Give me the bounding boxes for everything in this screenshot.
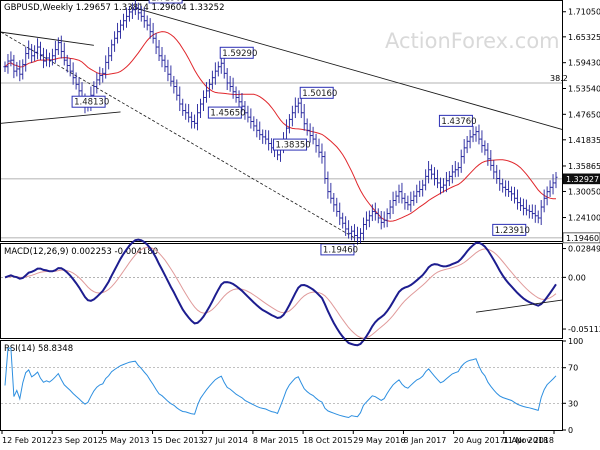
- price-annotation-box: [273, 138, 308, 151]
- price-tick-label: 1.30050: [568, 187, 600, 196]
- price-tag-box: [562, 232, 600, 244]
- x-tick-label: 20 Aug 2017: [454, 436, 505, 445]
- price-tick-label: 1.35865: [568, 162, 600, 171]
- rsi-line: [4, 347, 557, 419]
- macd-main-line: [4, 238, 557, 347]
- x-axis: 12 Feb 2012 23 Sep 2012 5 May 2013 15 Dec 2…: [1, 430, 555, 445]
- x-tick-label: 15 Dec 2013: [153, 436, 204, 445]
- price-tick-label: 1.71050: [568, 8, 600, 17]
- price-tick-label: 1.41835: [568, 136, 600, 145]
- x-tick-label: 29 May 2016: [353, 436, 405, 445]
- price-tick-label: 1.59430: [568, 59, 600, 68]
- price-tag-label: 1.32927: [566, 175, 599, 184]
- x-tick-label: 18 Oct 2015: [303, 436, 352, 445]
- price-annotation-box: [438, 114, 473, 127]
- rsi-panel-title: RSI(14) 58.8348: [4, 344, 73, 354]
- x-tick-label: 11 Nov 2018: [503, 436, 554, 445]
- price-tick-label: 1.24100: [568, 214, 600, 223]
- macd-panel-title: MACD(12,26,9) 0.002253 -0.004180: [4, 247, 158, 257]
- price-annotation-label: 1.71900: [151, 0, 186, 4]
- x-tick-label: 23 Sep 2012: [52, 436, 103, 445]
- fib-382-label: 38.2: [550, 74, 568, 83]
- price-annotation-box: [219, 46, 254, 59]
- price-tick-label: 1.47650: [568, 110, 600, 119]
- macd-signal-line: [4, 246, 557, 339]
- x-tick-label: 8 Jan 2017: [403, 436, 446, 445]
- resistance-trendline: [135, 7, 563, 130]
- price-tick-label: 1.65325: [568, 33, 600, 42]
- price-annotation-label: 1.19460: [323, 245, 358, 255]
- macd-tick-label: -0.051125: [568, 325, 600, 334]
- macd-layer: [1, 238, 563, 347]
- moving-average-line: [4, 31, 557, 222]
- triangle-upper-line: [0, 31, 94, 46]
- price-annotation-box: [148, 0, 183, 4]
- price-annotation-label: 1.23910: [495, 226, 530, 236]
- rsi-layer: [1, 347, 562, 419]
- x-tick-label: 27 Jul 2014: [203, 436, 248, 445]
- price-tag-box: [562, 173, 600, 185]
- price-annotation-label: 1.38350: [276, 141, 311, 151]
- price-tick-label: 1.53540: [568, 84, 600, 93]
- rsi-panel-frame: [0, 340, 563, 431]
- price-annotation-box: [299, 86, 334, 99]
- x-tick-label: 8 Mar 2015: [253, 436, 299, 445]
- x-tick-label: 5 May 2013: [102, 436, 149, 445]
- price-annotation-label: 1.45650: [210, 109, 245, 119]
- triangle-lower-line: [0, 111, 121, 124]
- price-annotation-box: [492, 223, 527, 236]
- price-tag-label: 1.19460: [566, 234, 599, 243]
- price-axis: 1.71050 1.65325 1.59430 1.53540 1.47650 1.418…: [562, 8, 600, 244]
- macd-panel-frame: [0, 243, 563, 339]
- price-panel-frame: [0, 0, 563, 242]
- price-annotation-label: 1.48130: [74, 98, 109, 108]
- price-annotation-box: [207, 106, 242, 119]
- x-tick-label: 1 Apr 2018: [504, 436, 548, 445]
- rsi-tick-label: 0: [568, 426, 573, 435]
- rsi-tick-label: 70: [568, 364, 578, 373]
- macd-tick-label: 0.00: [568, 273, 586, 282]
- rsi-axis: 100 70 30 0: [562, 337, 583, 435]
- rsi-tick-label: 30: [568, 399, 578, 408]
- price-panel-title: GBPUSD,Weekly 1.29657 1.33814 1.29604 1.…: [4, 3, 225, 13]
- price-annotation-label: 1.50160: [302, 89, 337, 99]
- dashed-trendline: [0, 31, 355, 239]
- macd-divergence-line: [475, 299, 563, 313]
- rsi-tick-label: 100: [568, 337, 583, 346]
- price-annotation-box: [71, 95, 106, 108]
- watermark-text: ActionForex.com: [385, 29, 560, 53]
- price-layer: 38.2 1.71900 1.59290 1.48130 1.45650 1.50160 1…: [0, 0, 568, 256]
- price-annotation-label: 1.59290: [222, 49, 257, 59]
- x-tick-label: 12 Feb 2012: [2, 436, 52, 445]
- price-annotation-label: 1.43760: [441, 117, 476, 127]
